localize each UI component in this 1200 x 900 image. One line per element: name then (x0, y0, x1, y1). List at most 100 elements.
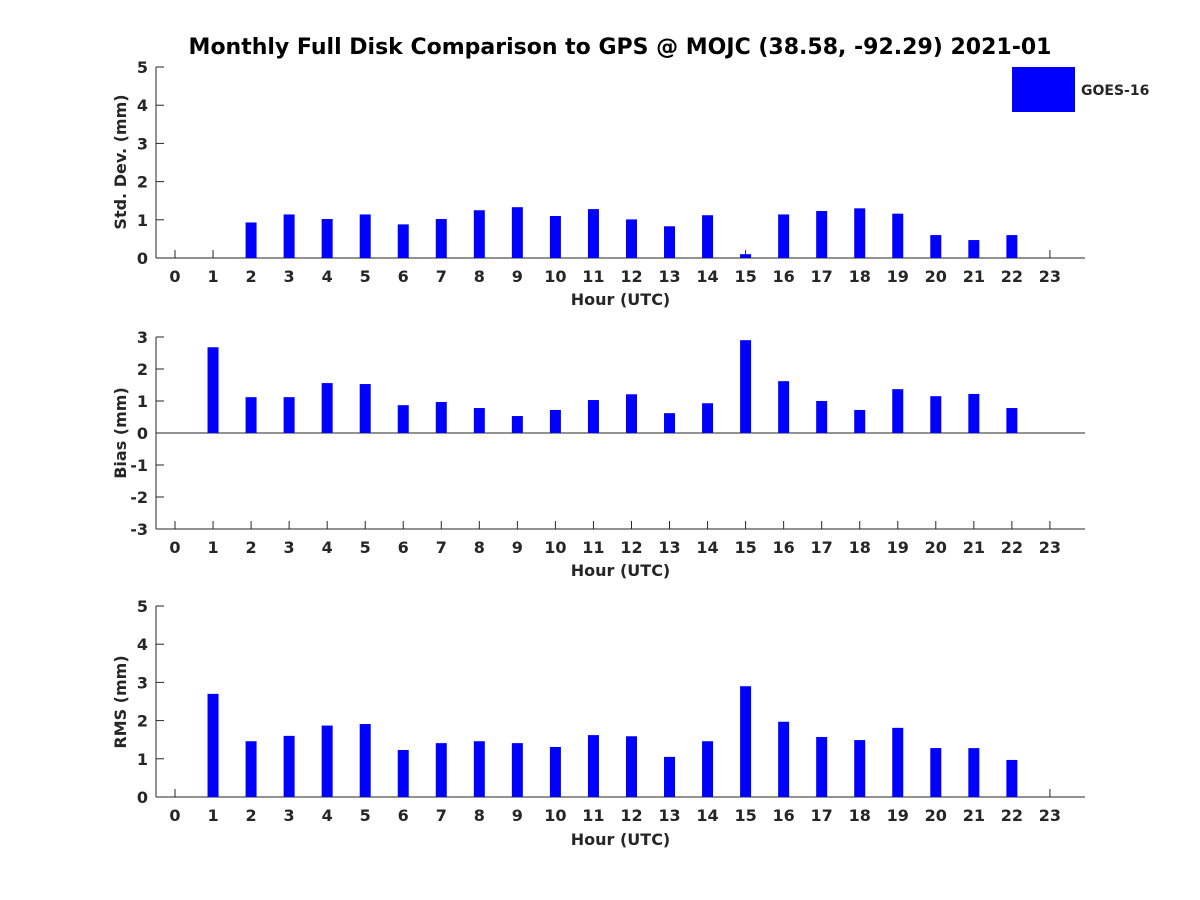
x-tick-label: 10 (544, 806, 566, 825)
legend-swatch-goes16 (1012, 67, 1075, 112)
bar-bias-hour-15 (740, 340, 752, 433)
y-tick-label: 5 (137, 597, 148, 616)
bar-std-dev-hour-15 (740, 254, 752, 258)
x-tick-label: 10 (544, 538, 566, 557)
bar-rms-hour-6 (397, 750, 409, 797)
x-tick-label: 11 (582, 538, 604, 557)
x-tick-label: 13 (658, 538, 680, 557)
x-tick-label: 18 (849, 267, 871, 286)
x-tick-label: 13 (658, 267, 680, 286)
y-axis-label: Std. Dev. (mm) (111, 94, 130, 229)
bar-std-dev-hour-6 (397, 224, 409, 258)
x-tick-label: 4 (322, 538, 333, 557)
bar-rms-hour-17 (816, 737, 828, 797)
y-tick-label: 2 (137, 360, 148, 379)
bar-bias-hour-13 (664, 413, 676, 433)
x-tick-label: 20 (925, 538, 947, 557)
x-tick-label: 8 (474, 267, 485, 286)
bar-bias-hour-4 (321, 383, 333, 433)
y-tick-label: 1 (137, 750, 148, 769)
x-tick-label: 21 (963, 267, 985, 286)
x-tick-label: 9 (512, 267, 523, 286)
x-tick-label: 11 (582, 806, 604, 825)
bar-bias-hour-5 (359, 384, 371, 433)
x-tick-label: 0 (169, 806, 180, 825)
x-tick-label: 3 (284, 806, 295, 825)
bar-rms-hour-10 (549, 746, 561, 797)
x-tick-label: 15 (734, 806, 756, 825)
y-tick-label: 3 (137, 328, 148, 347)
x-tick-label: 20 (925, 806, 947, 825)
x-tick-label: 22 (1001, 267, 1023, 286)
x-tick-label: 9 (512, 538, 523, 557)
x-tick-label: 5 (360, 806, 371, 825)
bar-rms-hour-11 (587, 735, 599, 797)
x-tick-label: 17 (811, 806, 833, 825)
bar-bias-hour-2 (245, 397, 257, 433)
x-tick-label: 14 (696, 267, 718, 286)
x-tick-label: 0 (169, 267, 180, 286)
x-tick-label: 2 (246, 806, 257, 825)
bar-rms-hour-15 (740, 686, 752, 797)
x-tick-label: 8 (474, 806, 485, 825)
x-tick-label: 8 (474, 538, 485, 557)
x-axis-label: Hour (UTC) (571, 561, 671, 580)
bar-rms-hour-4 (321, 725, 333, 797)
y-tick-label: 4 (137, 96, 148, 115)
x-tick-label: 4 (322, 806, 333, 825)
x-tick-label: 23 (1039, 806, 1061, 825)
x-tick-label: 14 (696, 806, 718, 825)
x-tick-label: 1 (207, 806, 218, 825)
x-tick-label: 2 (246, 538, 257, 557)
x-tick-label: 7 (436, 267, 447, 286)
x-tick-label: 19 (887, 806, 909, 825)
x-tick-label: 11 (582, 267, 604, 286)
x-tick-label: 9 (512, 806, 523, 825)
bar-bias-hour-22 (1006, 408, 1018, 433)
x-tick-label: 18 (849, 538, 871, 557)
x-tick-label: 19 (887, 267, 909, 286)
bar-bias-hour-6 (397, 405, 409, 433)
y-tick-label: 0 (137, 788, 148, 807)
x-tick-label: 0 (169, 538, 180, 557)
x-tick-label: 2 (246, 267, 257, 286)
bar-rms-hour-13 (664, 756, 676, 797)
bar-bias-hour-8 (473, 408, 485, 433)
y-tick-label: 3 (137, 673, 148, 692)
bar-rms-hour-16 (778, 721, 790, 797)
x-tick-label: 4 (322, 267, 333, 286)
bar-rms-hour-21 (968, 748, 980, 797)
bar-rms-hour-20 (930, 748, 942, 797)
x-tick-label: 21 (963, 806, 985, 825)
bar-rms-hour-18 (854, 740, 866, 797)
bar-std-dev-hour-20 (930, 235, 942, 258)
bar-std-dev-hour-16 (778, 214, 790, 258)
bar-bias-hour-12 (625, 394, 637, 433)
x-tick-label: 6 (398, 806, 409, 825)
bar-std-dev-hour-10 (549, 215, 561, 258)
x-tick-label: 22 (1001, 806, 1023, 825)
x-tick-label: 21 (963, 538, 985, 557)
bar-bias-hour-19 (892, 389, 904, 433)
x-tick-label: 16 (773, 538, 795, 557)
bar-rms-hour-7 (435, 743, 447, 797)
bar-std-dev-hour-14 (702, 215, 714, 258)
bar-std-dev-hour-2 (245, 222, 257, 258)
bar-bias-hour-16 (778, 381, 790, 433)
x-tick-label: 18 (849, 806, 871, 825)
bar-rms-hour-2 (245, 741, 257, 797)
bar-std-dev-hour-22 (1006, 235, 1018, 258)
y-tick-label: 1 (137, 392, 148, 411)
bar-rms-hour-5 (359, 724, 371, 797)
bar-std-dev-hour-7 (435, 219, 447, 258)
y-tick-label: -3 (130, 520, 148, 539)
x-tick-label: 10 (544, 267, 566, 286)
bar-rms-hour-14 (702, 741, 714, 797)
bar-rms-hour-12 (625, 736, 637, 797)
bar-bias-hour-20 (930, 396, 942, 433)
bar-bias-hour-1 (207, 347, 219, 433)
bar-std-dev-hour-11 (587, 209, 599, 258)
x-tick-label: 19 (887, 538, 909, 557)
